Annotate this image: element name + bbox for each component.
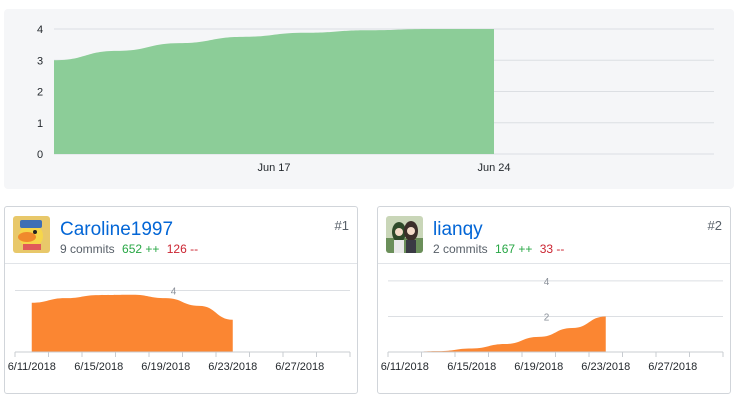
avatar[interactable] <box>386 216 423 253</box>
x-tick-label: 6/27/2018 <box>648 361 697 373</box>
y-tick-label: 2 <box>544 312 550 323</box>
x-tick-label: Jun 17 <box>257 162 290 174</box>
y-tick-label: 4 <box>171 286 177 297</box>
y-tick-label: 1 <box>37 118 43 130</box>
additions-count: 167 ++ <box>495 242 533 256</box>
deletions-count: 33 -- <box>539 242 565 256</box>
x-tick-label: 6/19/2018 <box>514 361 563 373</box>
contributor-card: lianqy 2 commits 167 ++ 33 -- #2 4 2 6/11/… <box>377 206 731 394</box>
duck-avatar-icon <box>13 216 50 253</box>
contributor-area <box>404 316 606 352</box>
y-tick-label: 4 <box>544 277 550 288</box>
x-tick-label: 6/19/2018 <box>141 361 190 373</box>
contributor-header: Caroline1997 9 commits 652 ++ 126 -- #1 <box>5 207 357 264</box>
contributor-header: lianqy 2 commits 167 ++ 33 -- #2 <box>378 207 730 264</box>
contributor-card: Caroline1997 9 commits 652 ++ 126 -- #1 … <box>4 206 358 394</box>
contributor-rank: #1 <box>334 218 349 233</box>
contributor-chart: 4 6/11/2018 6/15/2018 6/19/2018 6/23/2018 6/2… <box>8 286 351 373</box>
y-tick-label: 4 <box>37 24 43 36</box>
contributor-stats: 9 commits 652 ++ 126 -- <box>60 242 198 256</box>
x-tick-label: 6/23/2018 <box>208 361 257 373</box>
contributor-username[interactable]: Caroline1997 <box>60 219 174 240</box>
x-tick-label: 6/23/2018 <box>581 361 630 373</box>
anime-avatar-icon <box>386 216 423 253</box>
main-commit-chart: 4 3 2 1 0 Jun 17 Jun 24 <box>4 9 734 189</box>
deletions-count: 126 -- <box>166 242 199 256</box>
x-tick-label: 6/11/2018 <box>8 361 56 373</box>
contributor-area <box>31 294 233 352</box>
y-tick-label: 2 <box>37 87 43 99</box>
contributor-chart: 4 2 6/11/2018 6/15/2018 6/19/2018 6/23/2018 6/… <box>381 277 724 373</box>
contributor-username[interactable]: lianqy <box>433 219 483 240</box>
avatar[interactable] <box>13 216 50 253</box>
commit-count[interactable]: 9 commits <box>60 242 115 256</box>
main-chart-svg: 4 3 2 1 0 Jun 17 Jun 24 <box>37 24 714 174</box>
contributor-rank: #2 <box>707 218 722 233</box>
x-tick-label: 6/15/2018 <box>447 361 496 373</box>
commit-count[interactable]: 2 commits <box>433 242 488 256</box>
contributor-stats: 2 commits 167 ++ 33 -- <box>433 242 564 256</box>
commit-area <box>54 29 494 154</box>
additions-count: 652 ++ <box>122 242 160 256</box>
y-tick-label: 0 <box>37 149 43 161</box>
x-tick-label: Jun 24 <box>477 162 510 174</box>
y-tick-label: 3 <box>37 55 43 67</box>
x-tick-label: 6/27/2018 <box>275 361 324 373</box>
x-tick-label: 6/15/2018 <box>74 361 123 373</box>
x-tick-label: 6/11/2018 <box>381 361 429 373</box>
